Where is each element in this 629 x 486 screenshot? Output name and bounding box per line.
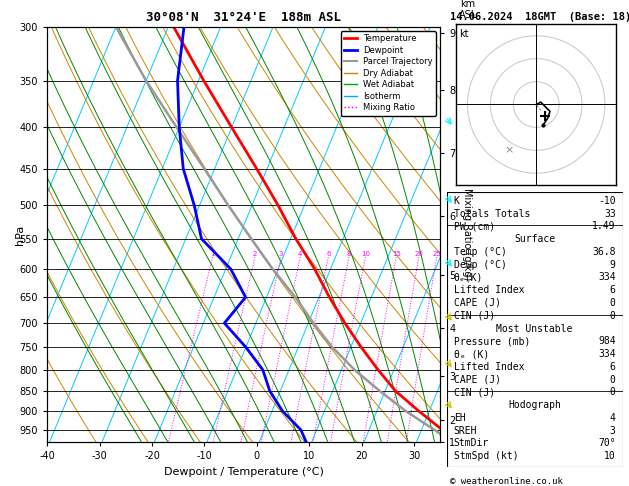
Text: © weatheronline.co.uk: © weatheronline.co.uk: [450, 477, 562, 486]
Text: K: K: [454, 196, 460, 206]
Text: km
ASL: km ASL: [459, 0, 477, 20]
Text: Surface: Surface: [514, 234, 555, 244]
Text: 6: 6: [610, 285, 616, 295]
Text: SREH: SREH: [454, 426, 477, 435]
Text: kt: kt: [459, 29, 469, 39]
Text: 6: 6: [610, 362, 616, 372]
Text: CIN (J): CIN (J): [454, 311, 495, 321]
Text: 1.49: 1.49: [592, 221, 616, 231]
Text: Dewp (°C): Dewp (°C): [454, 260, 506, 270]
Text: Totals Totals: Totals Totals: [454, 208, 530, 219]
Text: 4: 4: [298, 251, 303, 258]
Text: hPa: hPa: [14, 225, 25, 244]
Text: 10: 10: [361, 251, 370, 258]
Text: 10: 10: [604, 451, 616, 461]
Text: 0: 0: [610, 298, 616, 308]
Text: 20: 20: [415, 251, 423, 258]
Y-axis label: Mixing Ratio (g/kg): Mixing Ratio (g/kg): [462, 189, 472, 280]
Text: 1: 1: [210, 251, 214, 258]
Text: θₑ(K): θₑ(K): [454, 273, 483, 282]
Text: 33: 33: [604, 208, 616, 219]
Text: 3: 3: [279, 251, 283, 258]
Text: 3: 3: [610, 426, 616, 435]
Text: Pressure (mb): Pressure (mb): [454, 336, 530, 347]
Text: 36.8: 36.8: [592, 247, 616, 257]
Text: -10: -10: [598, 196, 616, 206]
Text: CIN (J): CIN (J): [454, 387, 495, 398]
Text: 9: 9: [610, 260, 616, 270]
Text: 0: 0: [610, 387, 616, 398]
Text: 334: 334: [598, 273, 616, 282]
Text: 6: 6: [326, 251, 331, 258]
Text: 8: 8: [347, 251, 351, 258]
Text: 0: 0: [610, 375, 616, 384]
Text: 984: 984: [598, 336, 616, 347]
Text: 2: 2: [253, 251, 257, 258]
Text: Most Unstable: Most Unstable: [496, 324, 573, 333]
Text: Temp (°C): Temp (°C): [454, 247, 506, 257]
Text: EH: EH: [454, 413, 465, 423]
Text: Hodograph: Hodograph: [508, 400, 561, 410]
Text: StmSpd (kt): StmSpd (kt): [454, 451, 518, 461]
Text: ×: ×: [504, 145, 513, 156]
Text: StmDir: StmDir: [454, 438, 489, 449]
Text: 70°: 70°: [598, 438, 616, 449]
Legend: Temperature, Dewpoint, Parcel Trajectory, Dry Adiabat, Wet Adiabat, Isotherm, Mi: Temperature, Dewpoint, Parcel Trajectory…: [341, 31, 436, 116]
Text: 15: 15: [392, 251, 401, 258]
Text: Lifted Index: Lifted Index: [454, 285, 524, 295]
X-axis label: Dewpoint / Temperature (°C): Dewpoint / Temperature (°C): [164, 467, 324, 477]
Text: 4: 4: [610, 413, 616, 423]
Text: CAPE (J): CAPE (J): [454, 375, 501, 384]
Text: θₑ (K): θₑ (K): [454, 349, 489, 359]
Text: 14.06.2024  18GMT  (Base: 18): 14.06.2024 18GMT (Base: 18): [450, 12, 629, 22]
Text: Lifted Index: Lifted Index: [454, 362, 524, 372]
Text: 334: 334: [598, 349, 616, 359]
Text: PW (cm): PW (cm): [454, 221, 495, 231]
Text: CAPE (J): CAPE (J): [454, 298, 501, 308]
Text: 0: 0: [610, 311, 616, 321]
Text: 25: 25: [432, 251, 441, 258]
Title: 30°08'N  31°24'E  188m ASL: 30°08'N 31°24'E 188m ASL: [146, 11, 342, 24]
